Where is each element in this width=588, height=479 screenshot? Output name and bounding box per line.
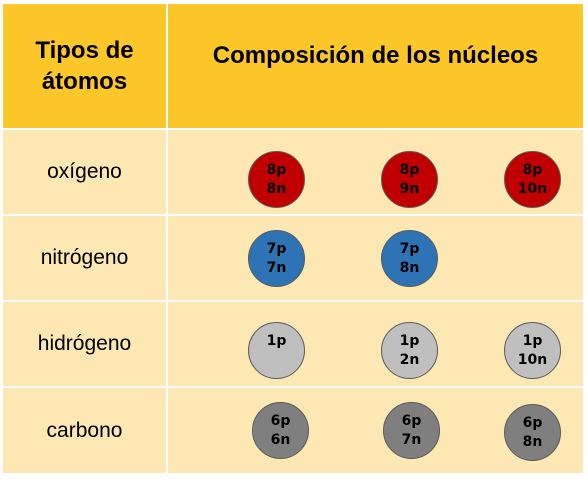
nucleus-protons: 7p <box>266 240 287 257</box>
header-atom-types: Tipos de átomos <box>3 4 166 128</box>
nucleus-neutrons: 10n <box>517 351 548 368</box>
nucleus-protons: 6p <box>401 412 422 429</box>
row-label-text: nitrógeno <box>40 246 129 269</box>
row-label-text: carbono <box>46 418 123 442</box>
row-label-hydrogen: hidrógeno <box>3 302 166 386</box>
nucleus-protons: 7p <box>399 240 420 257</box>
nucleus-hydrogen-3: 1p 10n <box>504 322 561 379</box>
nucleus-protons: 1p <box>266 333 287 349</box>
isotope-table: Tipos de átomos Composición de los núcle… <box>3 4 583 473</box>
nucleus-protons: 8p <box>266 161 287 178</box>
nucleus-nitrogen-2: 7p 8n <box>381 230 438 287</box>
nucleus-carbon-2: 6p 7n <box>383 402 440 459</box>
nucleus-protons: 6p <box>270 412 291 429</box>
nucleus-carbon-1: 6p 6n <box>252 402 309 459</box>
nucleus-protons: 1p <box>399 332 420 349</box>
nucleus-carbon-3: 6p 8n <box>504 404 561 461</box>
nucleus-nitrogen-1: 7p 7n <box>248 230 305 287</box>
nucleus-oxygen-2: 8p 9n <box>381 151 438 208</box>
nucleus-neutrons: 8n <box>266 180 287 197</box>
nucleus-neutrons: 8n <box>522 433 543 450</box>
nucleus-oxygen-3: 8p 10n <box>504 151 561 208</box>
header-nuclei-composition: Composición de los núcleos <box>168 4 583 128</box>
nucleus-neutrons: 7n <box>266 259 287 276</box>
row-label-nitrogen: nitrógeno <box>3 216 166 300</box>
row-label-carbon: carbono <box>3 388 166 473</box>
nucleus-neutrons: 7n <box>401 431 422 448</box>
header-atom-types-line1: Tipos de <box>35 37 134 64</box>
nucleus-protons: 6p <box>522 414 543 431</box>
row-label-text: hidrógeno <box>37 332 132 355</box>
nucleus-protons: 8p <box>522 161 543 178</box>
nucleus-hydrogen-2: 1p 2n <box>381 322 438 379</box>
nucleus-protons: 8p <box>399 161 420 178</box>
nucleus-neutrons: 6n <box>270 431 291 448</box>
nucleus-neutrons: 10n <box>517 180 548 197</box>
nucleus-neutrons: 2n <box>399 351 420 368</box>
nucleus-protons: 1p <box>522 332 543 349</box>
row-label-oxygen: oxígeno <box>3 130 166 214</box>
header-nuclei-composition-text: Composición de los núcleos <box>212 42 539 69</box>
nucleus-hydrogen-1: 1p <box>248 322 305 379</box>
nucleus-neutrons: 9n <box>399 180 420 197</box>
row-label-text: oxígeno <box>47 160 122 183</box>
row-nuclei-nitrogen <box>168 216 583 300</box>
header-atom-types-line2: átomos <box>41 68 128 95</box>
nucleus-neutrons: 8n <box>399 259 420 276</box>
nucleus-oxygen-1: 8p 8n <box>248 151 305 208</box>
